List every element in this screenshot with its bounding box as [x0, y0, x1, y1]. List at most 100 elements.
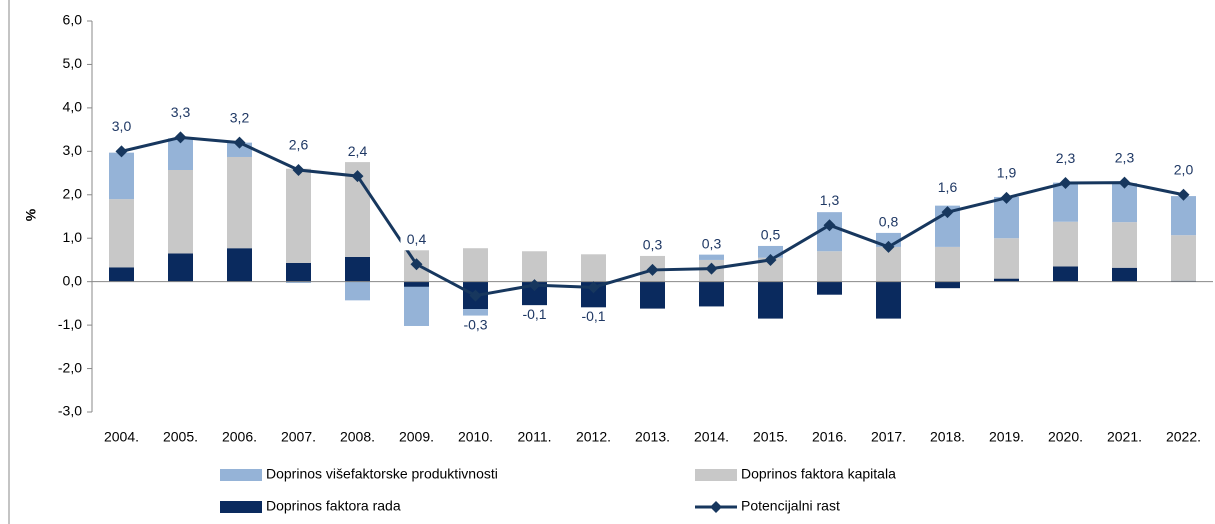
bar — [286, 262, 311, 282]
bar — [227, 156, 252, 249]
bar — [758, 281, 783, 319]
marker — [115, 145, 128, 158]
marker — [1177, 188, 1190, 201]
marker — [528, 279, 541, 292]
x-tick-label: 2018. — [930, 429, 965, 445]
y-axis-label: % — [23, 208, 39, 221]
bar — [345, 256, 370, 282]
bar — [581, 254, 606, 282]
legend-label: Doprinos faktora kapitala — [741, 466, 896, 482]
x-tick-label: 2016. — [812, 429, 847, 445]
data-label: 2,0 — [1174, 161, 1194, 177]
legend-swatch — [220, 501, 262, 513]
bar — [1112, 222, 1137, 268]
bar — [109, 152, 134, 200]
bar — [758, 257, 783, 282]
bar — [935, 281, 960, 289]
label-bg — [695, 234, 728, 255]
bar — [1112, 267, 1137, 282]
label-bg — [636, 235, 669, 256]
legend-swatch — [695, 469, 737, 481]
label-bg — [754, 225, 787, 246]
y-tick-label: 3,0 — [63, 142, 83, 158]
y-tick-label: -3,0 — [58, 403, 82, 419]
x-tick-label: 2005. — [163, 429, 198, 445]
x-tick-label: 2015. — [753, 429, 788, 445]
label-bg — [518, 305, 551, 326]
label-bg — [990, 163, 1023, 184]
label-bg — [931, 178, 964, 199]
data-label: 3,3 — [171, 104, 191, 120]
label-bg — [1049, 149, 1082, 170]
marker — [764, 253, 777, 266]
label-bg — [577, 307, 610, 328]
x-tick-label: 2010. — [458, 429, 493, 445]
bar — [1053, 221, 1078, 267]
x-tick-label: 2014. — [694, 429, 729, 445]
data-label: 2,4 — [348, 143, 368, 159]
y-tick-label: 1,0 — [63, 229, 83, 245]
y-tick-label: 6,0 — [63, 12, 83, 28]
x-tick-label: 2009. — [399, 429, 434, 445]
bar — [699, 281, 724, 307]
label-bg — [105, 117, 138, 138]
y-tick-label: -2,0 — [58, 359, 82, 375]
marker — [646, 263, 659, 276]
y-tick-label: 0,0 — [63, 272, 83, 288]
x-tick-label: 2012. — [576, 429, 611, 445]
data-label: 0,5 — [761, 227, 781, 243]
marker — [233, 136, 246, 149]
data-label: 2,6 — [289, 137, 309, 153]
bar — [817, 281, 842, 295]
bar — [286, 168, 311, 263]
marker — [1000, 191, 1013, 204]
data-label: 2,3 — [1115, 149, 1135, 165]
legend-swatch — [220, 469, 262, 481]
data-label: -0,1 — [522, 306, 546, 322]
marker — [587, 281, 600, 294]
data-label: 3,0 — [112, 118, 132, 134]
marker — [705, 262, 718, 275]
bar — [1053, 266, 1078, 282]
data-label: 1,6 — [938, 179, 958, 195]
bar — [345, 281, 370, 301]
label-bg — [872, 212, 905, 233]
label-bg — [813, 191, 846, 212]
marker — [469, 289, 482, 302]
x-tick-label: 2013. — [635, 429, 670, 445]
x-tick-label: 2011. — [518, 429, 552, 445]
label-bg — [459, 315, 492, 336]
x-tick-label: 2022. — [1166, 429, 1201, 445]
data-label: 0,8 — [879, 214, 899, 230]
bar — [463, 248, 488, 282]
bar — [935, 246, 960, 282]
data-label: 1,3 — [820, 192, 840, 208]
data-label: 2,3 — [1056, 150, 1076, 166]
bar — [109, 199, 134, 268]
bar — [227, 248, 252, 282]
marker — [1059, 177, 1072, 190]
legend-marker — [710, 501, 722, 513]
data-label: 0,3 — [702, 235, 722, 251]
data-label: -0,3 — [463, 316, 487, 332]
y-tick-label: 2,0 — [63, 185, 83, 201]
bar — [168, 138, 193, 171]
bar — [994, 278, 1019, 282]
marker — [351, 170, 364, 183]
bar — [522, 251, 547, 282]
y-tick-label: -1,0 — [58, 316, 82, 332]
bar — [168, 253, 193, 282]
label-bg — [400, 230, 433, 251]
bar — [994, 238, 1019, 279]
data-label: 1,9 — [997, 165, 1017, 181]
x-tick-label: 2007. — [281, 429, 316, 445]
bar — [640, 281, 665, 309]
bar — [109, 267, 134, 282]
x-tick-label: 2004. — [104, 429, 139, 445]
marker — [882, 240, 895, 253]
bar — [994, 196, 1019, 239]
marker — [410, 258, 423, 271]
y-tick-label: 4,0 — [63, 99, 83, 115]
label-bg — [164, 103, 197, 124]
